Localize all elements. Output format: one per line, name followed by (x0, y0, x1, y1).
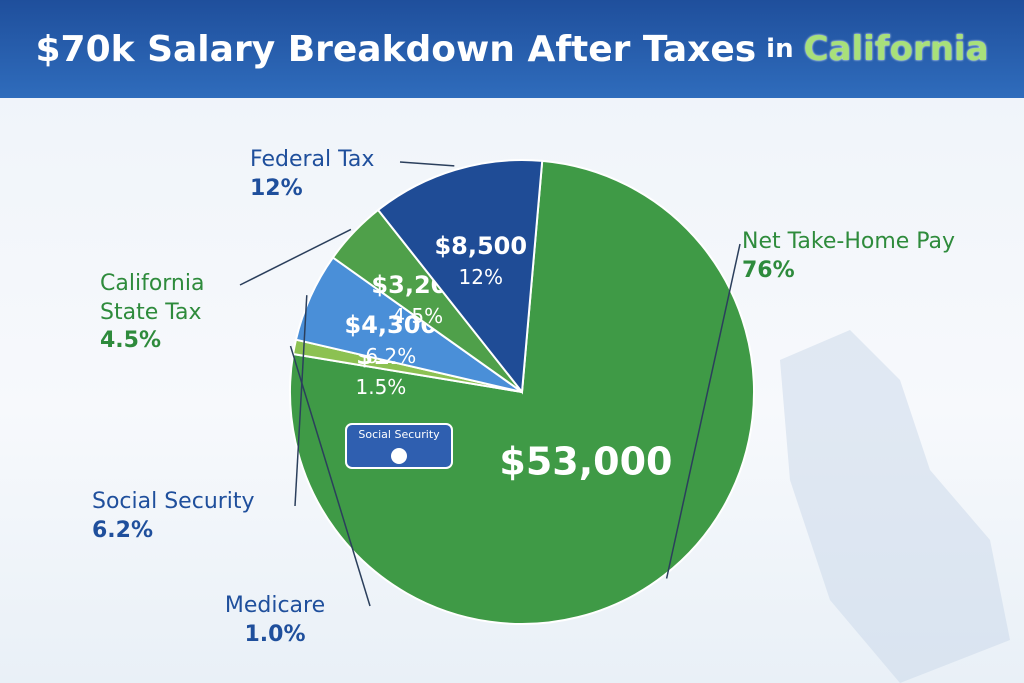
category-label: California State Tax (100, 271, 205, 325)
badge-text: Social Security (358, 428, 440, 441)
outer-label: Social Security 6.2% (92, 488, 292, 545)
badge: Social Security (345, 423, 453, 469)
value-label: 6.2% (92, 517, 154, 543)
category-label: Social Security (92, 489, 255, 514)
header: $70k Salary Breakdown After Taxes in Cal… (0, 0, 1024, 98)
title-state: California (803, 29, 989, 69)
slice-amount: $8,500 (434, 232, 527, 260)
leader-line (665, 243, 741, 579)
slice-percent: 12% (459, 265, 503, 289)
badge-box (345, 423, 453, 469)
title-connector: in (766, 34, 794, 64)
slice-percent: 1.5% (356, 375, 407, 399)
value-label: 12% (250, 175, 303, 201)
title: $70k Salary Breakdown After Taxes (35, 28, 757, 70)
leader-line (294, 295, 308, 507)
category-label: Medicare (224, 593, 326, 618)
pie-slice (376, 159, 544, 395)
category-label: Federal Tax (250, 147, 375, 172)
leader-line (289, 345, 371, 607)
outer-label: Medicare 1.0% (200, 592, 350, 649)
category-label: Net Take-Home Pay (742, 229, 956, 254)
value-label: 76% (742, 257, 795, 283)
leader-line (399, 161, 455, 167)
value-label: 1.0% (244, 621, 306, 647)
value-label: 4.5% (100, 328, 162, 354)
slice-amount: $53,000 (499, 440, 672, 484)
slice-percent: 6.2% (365, 344, 416, 368)
outer-label: Net Take-Home Pay 76% (742, 228, 1022, 285)
badge-icon (391, 448, 407, 464)
leader-line (239, 228, 352, 286)
outer-label: Federal Tax 12% (250, 146, 420, 203)
state-silhouette (780, 330, 1010, 683)
outer-label: California State Tax 4.5% (100, 270, 260, 356)
slice-percent: 4.5% (392, 304, 443, 328)
